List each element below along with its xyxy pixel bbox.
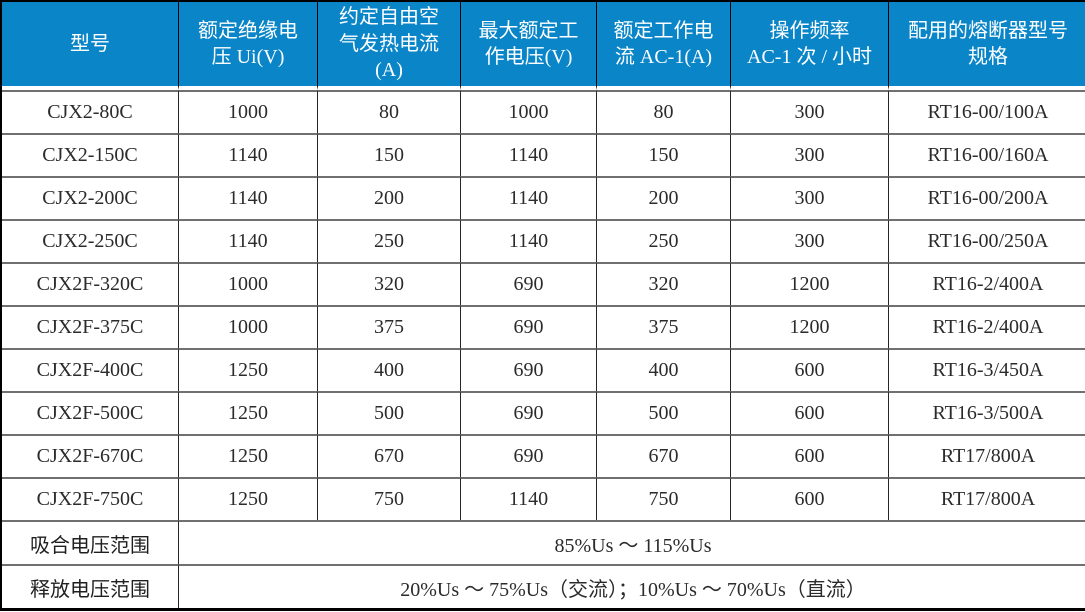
table-row: CJX2-250C 1140 250 1140 250 300 RT16-00/… [2, 219, 1085, 262]
cell-max-voltage: 690 [461, 262, 597, 305]
cell-fuse: RT16-3/450A [889, 348, 1085, 391]
cell-max-voltage: 690 [461, 305, 597, 348]
cell-thermal-current: 500 [318, 391, 461, 434]
cell-thermal-current: 320 [318, 262, 461, 305]
cell-frequency: 300 [731, 133, 889, 176]
cell-working-current: 150 [597, 133, 731, 176]
cell-max-voltage: 1140 [461, 176, 597, 219]
cell-frequency: 300 [731, 176, 889, 219]
cell-working-current: 500 [597, 391, 731, 434]
pickup-voltage-value: 85%Us ～ 115%Us [179, 520, 1085, 564]
cell-model: CJX2-80C [2, 90, 179, 133]
cell-working-current: 200 [597, 176, 731, 219]
column-header-max-working-voltage: 最大额定工 作电压(V) [461, 2, 597, 90]
cell-working-current: 250 [597, 219, 731, 262]
cell-working-current: 80 [597, 90, 731, 133]
cell-insulation-voltage: 1250 [179, 391, 318, 434]
column-header-rated-working-current: 额定工作电 流 AC-1(A) [597, 2, 731, 90]
table-row: CJX2-150C 1140 150 1140 150 300 RT16-00/… [2, 133, 1085, 176]
table-row: CJX2-80C 1000 80 1000 80 300 RT16-00/100… [2, 90, 1085, 133]
cell-insulation-voltage: 1140 [179, 133, 318, 176]
table-row: CJX2F-400C 1250 400 690 400 600 RT16-3/4… [2, 348, 1085, 391]
column-header-operation-frequency: 操作频率 AC-1 次 / 小时 [731, 2, 889, 90]
cell-frequency: 1200 [731, 305, 889, 348]
cell-thermal-current: 670 [318, 434, 461, 477]
cell-thermal-current: 750 [318, 477, 461, 520]
cell-frequency: 300 [731, 219, 889, 262]
cell-frequency: 300 [731, 90, 889, 133]
cell-insulation-voltage: 1250 [179, 477, 318, 520]
cell-model: CJX2-150C [2, 133, 179, 176]
cell-fuse: RT16-00/200A [889, 176, 1085, 219]
cell-insulation-voltage: 1140 [179, 176, 318, 219]
cell-thermal-current: 250 [318, 219, 461, 262]
cell-max-voltage: 1140 [461, 477, 597, 520]
column-header-model: 型号 [2, 2, 179, 90]
column-header-fuse-spec: 配用的熔断器型号 规格 [889, 2, 1085, 90]
cell-thermal-current: 200 [318, 176, 461, 219]
cell-working-current: 375 [597, 305, 731, 348]
cell-max-voltage: 690 [461, 434, 597, 477]
cell-thermal-current: 80 [318, 90, 461, 133]
cell-thermal-current: 375 [318, 305, 461, 348]
cell-working-current: 320 [597, 262, 731, 305]
cell-model: CJX2-200C [2, 176, 179, 219]
cell-fuse: RT16-00/160A [889, 133, 1085, 176]
pickup-voltage-label: 吸合电压范围 [2, 520, 179, 564]
cell-fuse: RT16-3/500A [889, 391, 1085, 434]
header-row: 型号 额定绝缘电 压 Ui(V) 约定自由空 气发热电流 (A) 最大额定工 作… [2, 2, 1085, 90]
cell-model: CJX2F-500C [2, 391, 179, 434]
cell-thermal-current: 400 [318, 348, 461, 391]
cell-model: CJX2F-320C [2, 262, 179, 305]
release-voltage-label: 释放电压范围 [2, 564, 179, 608]
cell-model: CJX2F-400C [2, 348, 179, 391]
cell-working-current: 400 [597, 348, 731, 391]
cell-model: CJX2F-375C [2, 305, 179, 348]
cell-max-voltage: 1140 [461, 133, 597, 176]
cell-insulation-voltage: 1250 [179, 434, 318, 477]
cell-working-current: 670 [597, 434, 731, 477]
cell-frequency: 600 [731, 391, 889, 434]
cell-model: CJX2-250C [2, 219, 179, 262]
table-row: CJX2F-375C 1000 375 690 375 1200 RT16-2/… [2, 305, 1085, 348]
release-voltage-row: 释放电压范围 20%Us ～ 75%Us（交流）；10%Us ～ 70%Us（直… [2, 564, 1085, 608]
cell-fuse: RT16-2/400A [889, 262, 1085, 305]
cell-model: CJX2F-670C [2, 434, 179, 477]
cell-fuse: RT16-00/100A [889, 90, 1085, 133]
cell-max-voltage: 1000 [461, 90, 597, 133]
cell-insulation-voltage: 1250 [179, 348, 318, 391]
cell-insulation-voltage: 1140 [179, 219, 318, 262]
cell-fuse: RT16-00/250A [889, 219, 1085, 262]
cell-model: CJX2F-750C [2, 477, 179, 520]
cell-frequency: 600 [731, 348, 889, 391]
cell-max-voltage: 1140 [461, 219, 597, 262]
table-row: CJX2F-670C 1250 670 690 670 600 RT17/800… [2, 434, 1085, 477]
cell-frequency: 1200 [731, 262, 889, 305]
column-header-free-air-thermal-current: 约定自由空 气发热电流 (A) [318, 2, 461, 90]
cell-insulation-voltage: 1000 [179, 305, 318, 348]
table-row: CJX2F-320C 1000 320 690 320 1200 RT16-2/… [2, 262, 1085, 305]
cell-thermal-current: 150 [318, 133, 461, 176]
table-row: CJX2F-500C 1250 500 690 500 600 RT16-3/5… [2, 391, 1085, 434]
cell-frequency: 600 [731, 434, 889, 477]
cell-fuse: RT17/800A [889, 434, 1085, 477]
cell-fuse: RT16-2/400A [889, 305, 1085, 348]
table-row: CJX2-200C 1140 200 1140 200 300 RT16-00/… [2, 176, 1085, 219]
cell-max-voltage: 690 [461, 348, 597, 391]
cell-working-current: 750 [597, 477, 731, 520]
cell-max-voltage: 690 [461, 391, 597, 434]
cell-insulation-voltage: 1000 [179, 262, 318, 305]
pickup-voltage-row: 吸合电压范围 85%Us ～ 115%Us [2, 520, 1085, 564]
cell-insulation-voltage: 1000 [179, 90, 318, 133]
cell-fuse: RT17/800A [889, 477, 1085, 520]
cell-frequency: 600 [731, 477, 889, 520]
column-header-rated-insulation-voltage: 额定绝缘电 压 Ui(V) [179, 2, 318, 90]
release-voltage-value: 20%Us ～ 75%Us（交流）；10%Us ～ 70%Us（直流） [179, 564, 1085, 608]
table-row: CJX2F-750C 1250 750 1140 750 600 RT17/80… [2, 477, 1085, 520]
